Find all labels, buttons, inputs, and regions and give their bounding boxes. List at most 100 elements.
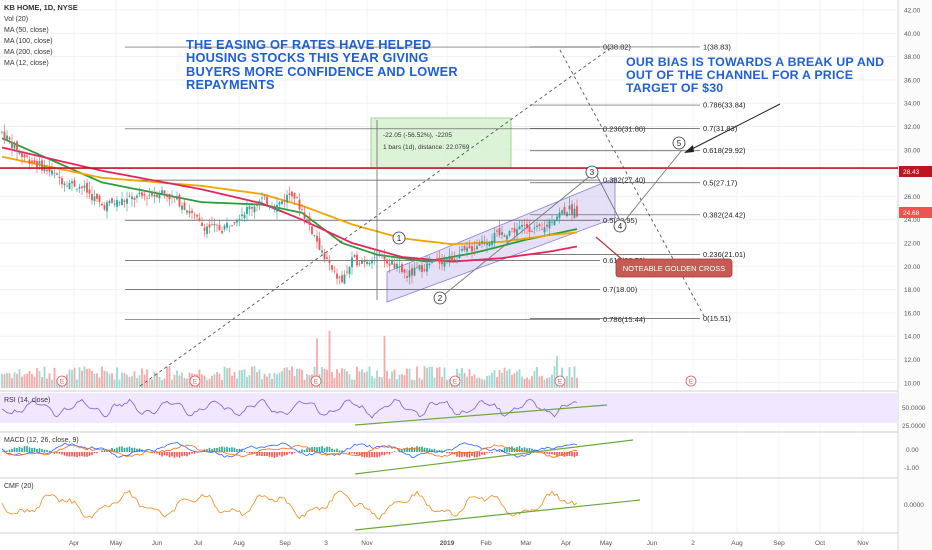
volume-bar bbox=[93, 373, 96, 388]
golden-cross-label: NOTEABLE GOLDEN CROSS bbox=[623, 264, 726, 273]
macd-hist-bar bbox=[168, 452, 171, 458]
volume-bar bbox=[278, 372, 281, 388]
volume-bar bbox=[536, 366, 538, 388]
svg-text:1: 1 bbox=[397, 234, 402, 243]
volume-bar bbox=[211, 375, 213, 388]
earnings-marker[interactable] bbox=[685, 375, 697, 387]
indicator-ma200[interactable]: MA (200, close) bbox=[4, 49, 53, 56]
volume-bar bbox=[516, 371, 518, 388]
macd-hist-bar bbox=[173, 452, 176, 458]
volume-bar bbox=[493, 370, 496, 388]
macd-hist-bar bbox=[126, 447, 128, 452]
volume-bar bbox=[168, 366, 171, 388]
macd-hist-bar bbox=[208, 447, 211, 452]
candle-body bbox=[398, 265, 401, 267]
macd-hist-bar bbox=[358, 452, 361, 456]
macd-hist-bar bbox=[323, 447, 326, 452]
indicator-ma100[interactable]: MA (100, close) bbox=[4, 38, 53, 45]
volume-bar bbox=[571, 377, 573, 388]
volume-bar bbox=[551, 374, 553, 388]
candle-body bbox=[438, 257, 441, 264]
candle-body bbox=[423, 269, 426, 271]
wave-label-3: 3 bbox=[585, 165, 599, 179]
macd-hist-bar bbox=[193, 452, 196, 454]
candle-body bbox=[568, 205, 571, 210]
fib-label-left: 0.382(27.40) bbox=[603, 176, 646, 185]
volume-bar bbox=[251, 366, 253, 388]
macd-hist-bar bbox=[473, 452, 476, 458]
y-tick-label: 42.00 bbox=[904, 8, 921, 15]
macd-hist-bar bbox=[248, 452, 251, 454]
macd-hist-bar bbox=[386, 452, 388, 454]
macd-hist-bar bbox=[551, 452, 553, 455]
candle-body bbox=[243, 214, 246, 218]
volume-bar bbox=[91, 370, 93, 388]
macd-hist-bar bbox=[416, 446, 418, 452]
volume-bar bbox=[448, 379, 451, 388]
earnings-marker[interactable] bbox=[449, 375, 461, 387]
macd-hist-bar bbox=[348, 452, 351, 454]
candle-body bbox=[248, 206, 251, 210]
candle-body bbox=[348, 267, 351, 275]
volume-bar bbox=[568, 367, 571, 388]
measure-line-1: -22.05 (-56.52%), -2205 bbox=[383, 132, 452, 139]
candle-body bbox=[198, 218, 201, 221]
earnings-marker[interactable] bbox=[310, 375, 322, 387]
candle-body bbox=[541, 228, 543, 230]
volume-bar bbox=[556, 356, 558, 388]
candle-body bbox=[296, 197, 298, 198]
volume-bar bbox=[173, 374, 176, 388]
macd-hist-bar bbox=[461, 452, 463, 457]
candle-body bbox=[28, 159, 31, 164]
candle-body bbox=[201, 222, 203, 226]
candle-body bbox=[51, 170, 53, 175]
macd-hist-bar bbox=[268, 452, 271, 457]
macd-hist-bar bbox=[441, 450, 443, 452]
volume-bar bbox=[576, 377, 578, 388]
earnings-marker[interactable] bbox=[554, 375, 566, 387]
earnings-marker[interactable] bbox=[189, 375, 201, 387]
x-tick-label: Feb bbox=[480, 540, 492, 547]
volume-bar bbox=[301, 369, 303, 388]
macd-hist-bar bbox=[508, 446, 511, 452]
macd-hist-bar bbox=[298, 450, 301, 452]
macd-hist-bar bbox=[413, 447, 416, 452]
y-tick-label: 10.00 bbox=[904, 380, 921, 387]
macd-hist-bar bbox=[378, 452, 381, 457]
candle-body bbox=[336, 273, 338, 279]
candle-body bbox=[493, 232, 496, 243]
time-axis-ticks: Apr May Jun Jul Aug Sep 3 Nov 2019 Feb Mar Apr May Ju… bbox=[69, 540, 870, 547]
earnings-marker[interactable] bbox=[56, 375, 68, 387]
indicator-ma12[interactable]: MA (12, close) bbox=[4, 60, 49, 67]
indicator-ma50[interactable]: MA (50, close) bbox=[4, 27, 49, 34]
indicator-vol[interactable]: Vol (20) bbox=[4, 16, 28, 23]
volume-bar bbox=[113, 379, 116, 388]
volume-bar bbox=[273, 372, 276, 388]
candle-body bbox=[3, 131, 6, 140]
volume-bar bbox=[418, 377, 421, 388]
macd-hist-bar bbox=[516, 447, 518, 452]
candle-body bbox=[311, 226, 313, 235]
volume-bar bbox=[366, 371, 368, 388]
volume-bar bbox=[178, 375, 181, 388]
price-channel[interactable] bbox=[386, 177, 616, 303]
volume-bar bbox=[138, 375, 141, 388]
cmf-label[interactable]: CMF (20) bbox=[4, 483, 34, 490]
macd-hist-bar bbox=[278, 452, 281, 456]
macd-label[interactable]: MACD (12, 26, close, 9) bbox=[4, 437, 79, 444]
candle-body bbox=[246, 206, 248, 214]
y-tick-label: 32.00 bbox=[904, 124, 921, 131]
macd-hist-bar bbox=[533, 449, 536, 452]
y-tick-label: 22.00 bbox=[904, 241, 921, 248]
candle-body bbox=[186, 210, 188, 213]
candle-body bbox=[528, 226, 531, 232]
macd-hist-bar bbox=[361, 452, 363, 457]
candle-body bbox=[236, 220, 238, 223]
candle-body bbox=[126, 198, 128, 204]
macd-hist-bar bbox=[231, 447, 233, 452]
volume-bar bbox=[166, 366, 168, 388]
candle-body bbox=[271, 207, 273, 208]
candle-body bbox=[426, 263, 428, 272]
rsi-label[interactable]: RSI (14, close) bbox=[4, 397, 50, 404]
